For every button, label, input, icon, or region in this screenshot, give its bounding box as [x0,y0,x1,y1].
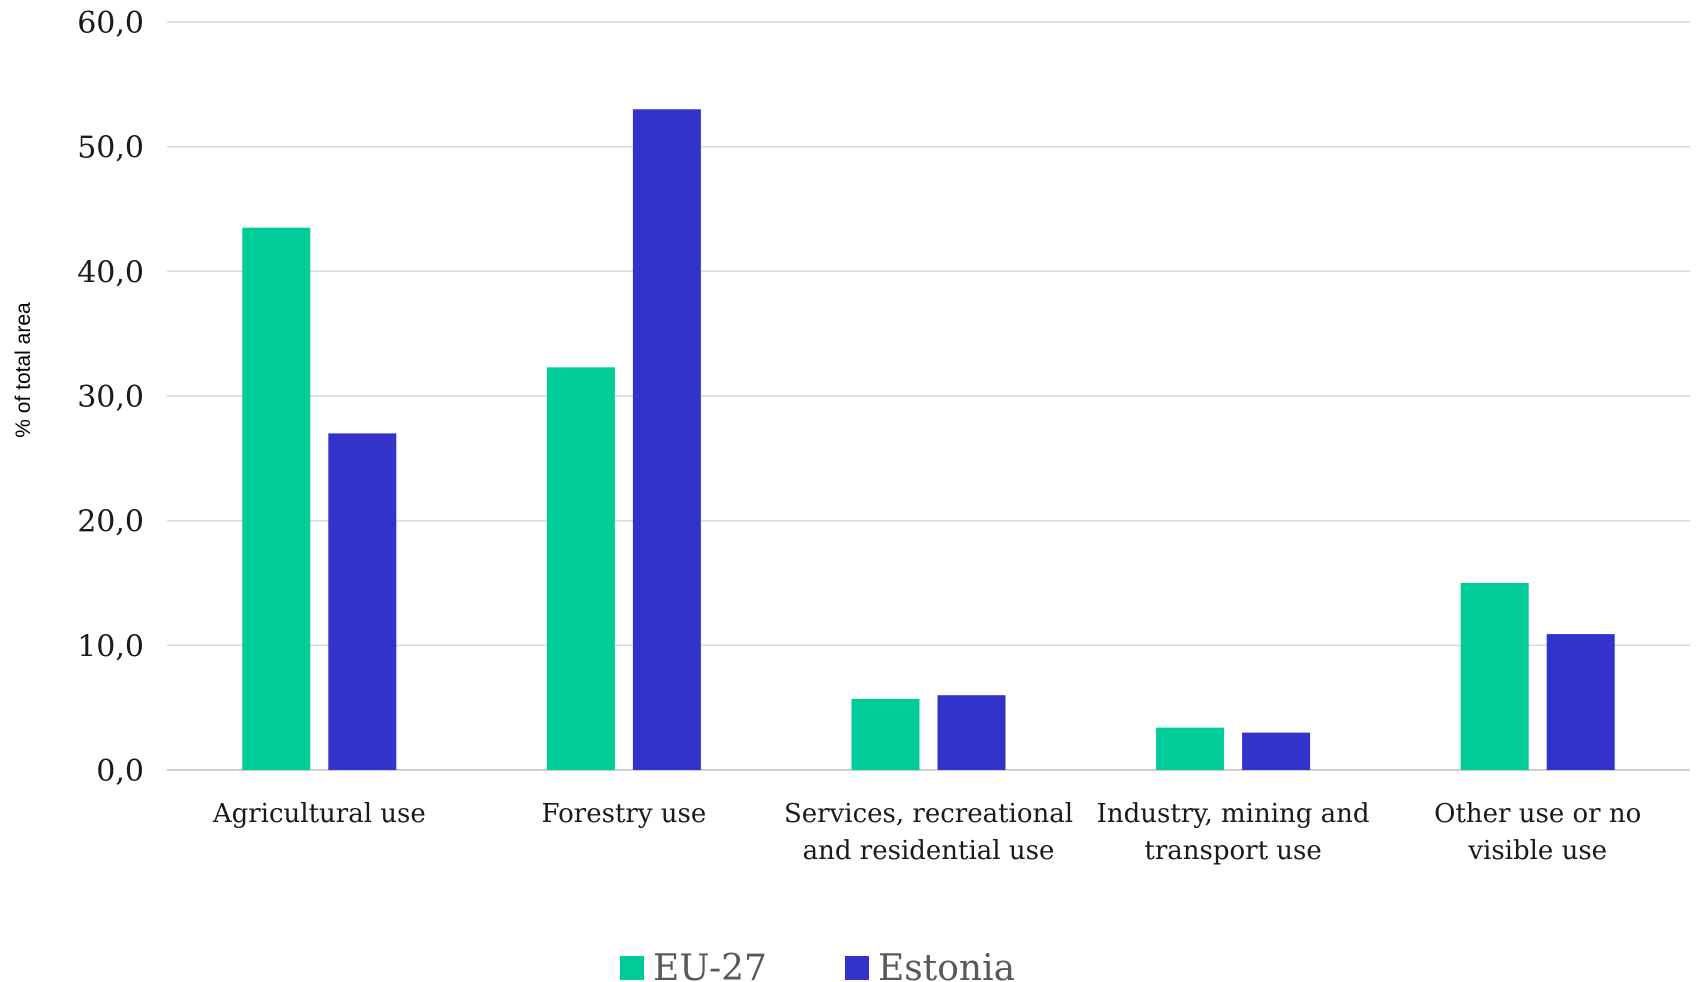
bar-eu-27 [1460,583,1529,770]
x-axis-category-labels: Agricultural use Forestry use Services, re… [212,799,1641,866]
bar-eu-27 [851,698,920,770]
bar-estonia [937,695,1006,770]
bar-eu-27 [242,227,311,770]
y-tick-label: 20,0 [77,505,144,540]
legend-swatch [845,956,869,980]
legend-label: Estonia [878,948,1015,982]
x-category-label: Forestry use [542,799,707,829]
bar-eu-27 [546,367,615,770]
gridlines [167,21,1690,771]
x-category-label: and residential use [803,836,1055,866]
y-tick-label: 60,0 [77,6,144,41]
legend: EU-27 Estonia [620,948,1015,982]
y-tick-label: 30,0 [77,380,144,415]
x-category-label: Industry, mining and [1097,799,1370,829]
x-category-label: Agricultural use [212,799,426,829]
y-tick-label: 10,0 [77,629,144,664]
x-category-label: visible use [1467,836,1607,866]
bar-estonia [632,109,701,771]
bar-eu-27 [1156,727,1225,770]
y-axis-tick-labels: 0,0 10,0 20,0 30,0 40,0 50,0 60,0 [77,6,144,789]
legend-label: EU-27 [653,948,767,982]
x-category-label: transport use [1144,836,1321,866]
legend-swatch [620,956,644,980]
y-tick-label: 50,0 [77,131,144,166]
y-tick-label: 40,0 [77,255,144,290]
y-tick-label: 0,0 [96,754,144,789]
bar-estonia [328,433,397,770]
bar-estonia [1546,634,1615,770]
bars [242,109,1615,771]
y-axis-title: % of total area [12,302,35,438]
x-category-label: Other use or no [1434,799,1641,829]
x-category-label: Services, recreational [784,799,1073,829]
bar-estonia [1242,732,1311,770]
